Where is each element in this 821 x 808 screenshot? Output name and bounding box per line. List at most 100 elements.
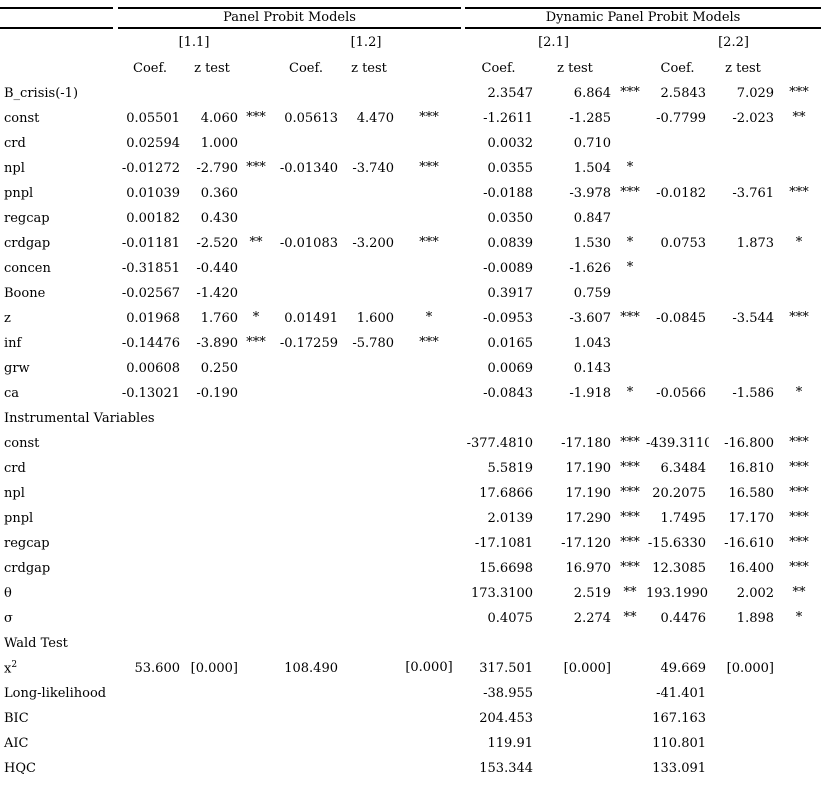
cell-coef-1-1: 0.01968	[126, 311, 180, 326]
cell-ztest-1-2	[341, 456, 397, 481]
table-row: npl 17.6866 17.190 *** 20.2075 16.580 ***	[0, 481, 821, 506]
row-label: crd	[4, 136, 26, 151]
cell-stars-1-1	[241, 481, 271, 506]
cell-coef-2-2: 1.7495	[660, 511, 707, 526]
cell-coef-1-1: -0.13021	[121, 386, 180, 401]
cell-coef-1-1: -0.31851	[121, 261, 180, 276]
cell-coef-1-2	[271, 456, 341, 481]
section-row: Instrumental Variables	[0, 406, 821, 431]
cell-stars-2-1: ***	[614, 181, 646, 206]
cell-coef-2-1: -1.2611	[483, 111, 534, 126]
cell-coef-1-1	[117, 606, 183, 631]
cell-stars-1-2	[397, 681, 461, 706]
row-label: regcap	[4, 211, 50, 226]
row-label: B_crisis(-1)	[4, 86, 79, 101]
cell-ztest-2-2: -16.800	[724, 436, 775, 451]
cell-stars-2-2	[777, 656, 821, 681]
cell-coef-1-1	[117, 431, 183, 456]
cell-coef-1-1: -0.01181	[121, 236, 180, 251]
cell-ztest-1-2	[341, 481, 397, 506]
cell-stars-2-2: *	[777, 381, 821, 406]
significance-stars: **	[623, 585, 637, 600]
cell-coef-2-1: 0.0839	[487, 236, 534, 251]
ztest-header-1-2: z test	[351, 60, 387, 76]
model-id-1-2: [1.2]	[350, 34, 382, 50]
cell-coef-2-1: 17.6866	[479, 486, 534, 501]
cell-stars-1-1	[241, 606, 271, 631]
cell-stars-1-2	[397, 756, 461, 781]
cell-coef-2-2: 133.091	[652, 761, 707, 776]
table-row: regcap -17.1081 -17.120 *** -15.6330 -16.610 *…	[0, 531, 821, 556]
cell-ztest-2-2: -2.023	[732, 111, 775, 126]
significance-stars: *	[795, 385, 803, 400]
cell-ztest-2-2	[709, 206, 777, 231]
empty-cell	[614, 55, 646, 81]
cell-stars-2-2	[777, 731, 821, 756]
cell-ztest-1-2	[341, 756, 397, 781]
cell-stars-2-2: ***	[777, 81, 821, 106]
significance-stars: ***	[620, 485, 640, 500]
significance-stars: ***	[419, 235, 439, 250]
cell-stars-1-1	[241, 206, 271, 231]
cell-ztest-2-1: -17.180	[561, 436, 612, 451]
table-row: concen -0.31851 -0.440 -0.0089 -1.626 *	[0, 256, 821, 281]
cell-coef-1-1: 0.00182	[126, 211, 180, 226]
cell-coef-2-1: 0.3917	[487, 286, 534, 301]
cell-stars-2-1	[614, 356, 646, 381]
cell-stars-1-2	[397, 281, 461, 306]
row-label: Long-likelihood	[4, 686, 107, 701]
significance-stars: *	[425, 310, 433, 325]
cell-ztest-1-2	[341, 681, 397, 706]
cell-stars-2-1: **	[614, 581, 646, 606]
cell-coef-2-2: -0.0845	[656, 311, 707, 326]
cell-stars-1-1	[241, 531, 271, 556]
cell-stars-2-2: ***	[777, 556, 821, 581]
cell-coef-2-1: 317.501	[479, 661, 534, 676]
table-row: x2 53.600 [0.000] 108.490 [0.000] 317.501 [0.0…	[0, 656, 821, 681]
cell-stars-2-2: *	[777, 231, 821, 256]
cell-ztest-1-1	[183, 531, 241, 556]
cell-coef-1-2: -0.01083	[279, 236, 338, 251]
cell-ztest-2-1	[536, 681, 614, 706]
cell-ztest-2-1: 0.143	[573, 361, 612, 376]
cell-ztest-2-1: 17.190	[565, 486, 612, 501]
cell-stars-1-1	[241, 281, 271, 306]
cell-ztest-1-2	[341, 131, 397, 156]
cell-coef-1-2	[271, 356, 341, 381]
cell-stars-1-1: **	[241, 231, 271, 256]
cell-coef-2-2	[646, 131, 709, 156]
stub-header-cell	[0, 7, 117, 29]
significance-stars: *	[626, 260, 634, 275]
cell-stars-1-2	[397, 206, 461, 231]
cell-coef-2-1: 2.3547	[487, 86, 534, 101]
cell-ztest-2-2	[709, 156, 777, 181]
cell-ztest-2-2: 7.029	[736, 86, 775, 101]
table-row: crd 5.5819 17.190 *** 6.3484 16.810 ***	[0, 456, 821, 481]
cell-ztest-1-2	[341, 431, 397, 456]
section-label: Wald Test	[4, 636, 68, 651]
cell-stars-1-1	[241, 756, 271, 781]
cell-coef-2-1: 173.3100	[470, 586, 534, 601]
row-label: inf	[4, 336, 22, 351]
cell-ztest-1-1	[183, 556, 241, 581]
cell-stars-2-2	[777, 356, 821, 381]
significance-stars: ***	[789, 310, 809, 325]
cell-coef-1-1	[117, 456, 183, 481]
cell-ztest-2-2: -1.586	[732, 386, 775, 401]
cell-stars-1-2	[397, 381, 461, 406]
empty-cell	[0, 29, 117, 55]
cell-ztest-1-1: 0.250	[200, 361, 238, 376]
cell-coef-1-1	[117, 556, 183, 581]
cell-ztest-2-2: -16.610	[724, 536, 775, 551]
cell-coef-2-1: 15.6698	[479, 561, 534, 576]
cell-coef-1-2: 0.05613	[284, 111, 338, 126]
table-row: crd 0.02594 1.000 0.0032 0.710	[0, 131, 821, 156]
cell-coef-2-1: 0.0165	[487, 336, 534, 351]
group-title-dynamic-panel-probit: Dynamic Panel Probit Models	[465, 7, 821, 29]
cell-ztest-1-1: 1.760	[200, 311, 238, 326]
group-cell-dynamic-panel-probit: Dynamic Panel Probit Models	[461, 7, 821, 29]
coef-header-1-2: Coef.	[289, 60, 323, 76]
cell-stars-2-2: ***	[777, 456, 821, 481]
cell-coef-2-1: -0.0953	[483, 311, 534, 326]
row-label: AIC	[4, 736, 29, 751]
